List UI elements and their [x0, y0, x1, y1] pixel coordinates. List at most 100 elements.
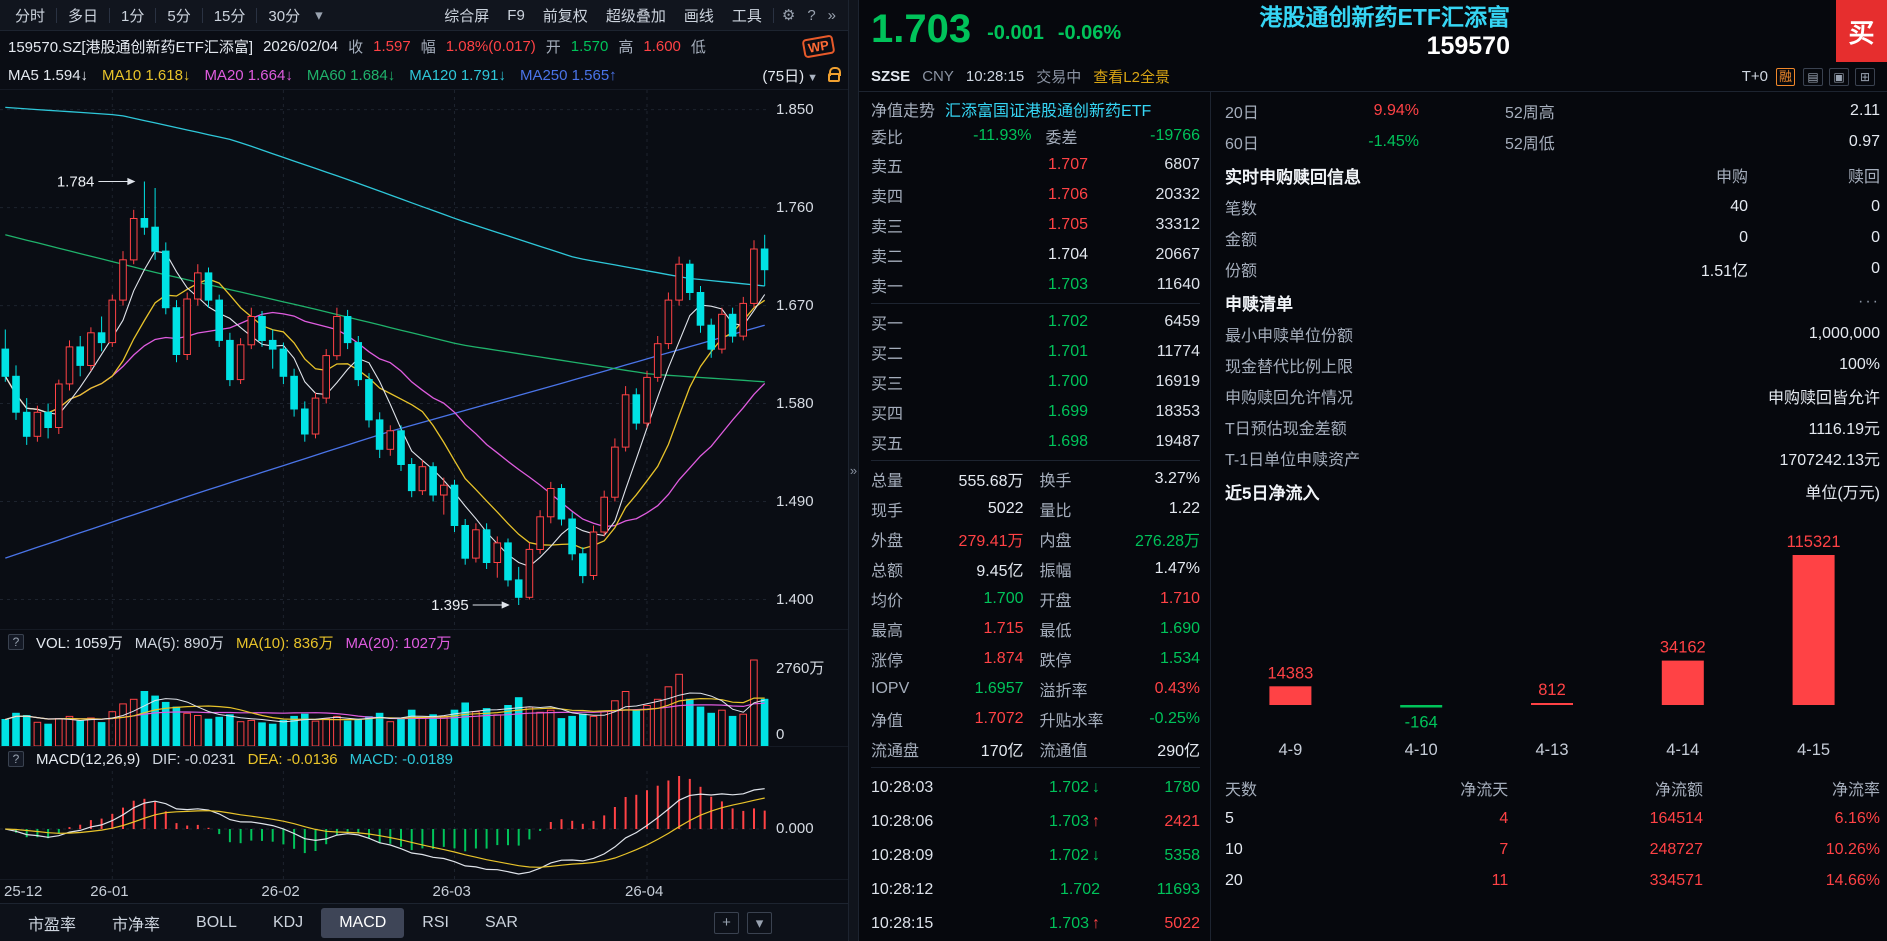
- toolbar-period-6[interactable]: 30分: [268, 7, 301, 25]
- info-segment: 1.597: [373, 37, 411, 55]
- wp-badge[interactable]: WP: [801, 33, 836, 59]
- table-cell-days: 10: [1225, 840, 1243, 858]
- redeem-value: 0: [1871, 259, 1880, 277]
- help-icon[interactable]: ?: [8, 634, 24, 650]
- redeem-value: 0: [1871, 197, 1880, 215]
- macd-chart[interactable]: [0, 771, 770, 879]
- tab-SAR[interactable]: SAR: [484, 913, 518, 931]
- toolbar-action-2[interactable]: F9: [507, 6, 525, 24]
- period-selector[interactable]: (75日) ▼: [762, 67, 818, 85]
- toolbar-period-1[interactable]: 分时: [15, 7, 46, 25]
- gear-icon[interactable]: ⚙: [781, 7, 796, 24]
- tab-市盈率[interactable]: 市盈率: [28, 916, 77, 934]
- toolbar-action-6[interactable]: 工具: [731, 7, 762, 25]
- toolbar-action-1[interactable]: 综合屏: [444, 7, 490, 25]
- bid-row[interactable]: 买二 1.701 11774: [871, 337, 1200, 367]
- tab-KDJ[interactable]: KDJ: [272, 913, 304, 931]
- tab-RSI[interactable]: RSI: [422, 913, 449, 931]
- stat-value: 276.28万: [1135, 533, 1200, 550]
- bid-size: 11774: [1156, 343, 1200, 360]
- info-segment: 1.08%(0.017): [445, 37, 536, 55]
- tab-市净率[interactable]: 市净率: [112, 916, 161, 934]
- last-price: 1.703: [871, 7, 972, 51]
- net-inflow-header: 近5日净流入 单位(万元): [1225, 475, 1880, 507]
- section-title: 申赎清单: [1225, 294, 1293, 314]
- more-button[interactable]: ···: [1858, 293, 1880, 310]
- table-cell-days: 20: [1225, 871, 1243, 889]
- stat-row: 涨停 1.874 跌停 1.534: [871, 644, 1200, 674]
- stat-label: 换手: [1039, 473, 1072, 490]
- toolbar-period-4[interactable]: 5分: [167, 7, 191, 25]
- lock-icon[interactable]: [828, 66, 841, 82]
- add-indicator-button[interactable]: +: [714, 911, 739, 934]
- tab-MACD[interactable]: MACD: [321, 907, 405, 938]
- ask-row[interactable]: 卖四 1.706 20332: [871, 180, 1200, 210]
- stat-row: 最高 1.715 最低 1.690: [871, 614, 1200, 644]
- instrument-name-block: 港股通创新药ETF汇添富 159570: [1260, 3, 1510, 61]
- ask-size: 6807: [1164, 156, 1200, 173]
- stat-label: 净值: [871, 713, 904, 730]
- bid-row[interactable]: 买四 1.699 18353: [871, 397, 1200, 427]
- stat-value: 170亿: [980, 743, 1024, 760]
- candlestick-chart-region: 1.784 1.395 1.850 1.760 1.670 1.580 1.490 1.40…: [0, 89, 848, 630]
- buy-button[interactable]: 买: [1836, 0, 1887, 62]
- creation-list-header: 申赎清单 ···: [1225, 286, 1880, 318]
- ask-row[interactable]: 卖一 1.703 11640: [871, 270, 1200, 300]
- ask-label: 卖三: [871, 219, 904, 236]
- instrument-code: 159570: [1426, 32, 1510, 60]
- ask-row[interactable]: 卖三 1.705 33312: [871, 210, 1200, 240]
- l2-view-link[interactable]: 查看L2全景: [1093, 69, 1170, 86]
- subscription-row: 金额 0 0: [1225, 222, 1880, 253]
- up-arrow-icon: ↑: [1092, 813, 1100, 830]
- volume-chart[interactable]: [0, 654, 770, 746]
- table-cell: 7: [1499, 840, 1509, 858]
- stat-value: 1.47%: [1154, 560, 1200, 577]
- bid-row[interactable]: 买一 1.702 6459: [871, 307, 1200, 337]
- table-cell: 164514: [1649, 809, 1703, 827]
- toolbar-action-4[interactable]: 超级叠加: [605, 7, 666, 25]
- more-icon[interactable]: »: [827, 6, 836, 24]
- help-icon[interactable]: ?: [807, 6, 816, 24]
- help-icon[interactable]: ?: [8, 751, 24, 767]
- separator: [109, 7, 111, 23]
- candlestick-chart[interactable]: 1.784 1.395: [0, 90, 770, 630]
- subscribe-column-label: 申购: [1715, 169, 1748, 186]
- grid-icon[interactable]: ⊞: [1855, 67, 1875, 86]
- bid-row[interactable]: 买三 1.700 16919: [871, 367, 1200, 397]
- info-segment: 1.570: [570, 37, 609, 55]
- price-change: -0.001 -0.06%: [987, 22, 1135, 45]
- ask-row[interactable]: 卖五 1.707 6807: [871, 150, 1200, 180]
- stat-label: 最高: [871, 623, 904, 640]
- bid-row[interactable]: 买五 1.698 19487: [871, 427, 1200, 457]
- list-value: 100%: [1839, 355, 1880, 373]
- toolbar-period-2[interactable]: 多日: [68, 7, 99, 25]
- toolbar-action-3[interactable]: 前复权: [542, 7, 588, 25]
- weibi-row: 委比 -11.93% 委差 -19766: [871, 123, 1200, 151]
- ask-row[interactable]: 卖二 1.704 20667: [871, 240, 1200, 270]
- info-segment: 收: [348, 38, 364, 56]
- toolbar-action-5[interactable]: 画线: [683, 7, 714, 25]
- svg-text:34162: 34162: [1660, 639, 1706, 657]
- stat-label: 跌停: [1039, 653, 1072, 670]
- bid-price: 1.699: [1047, 403, 1088, 420]
- stat-value: 5022: [987, 500, 1024, 517]
- change-percent: -0.06%: [1057, 22, 1122, 44]
- ask-label: 卖四: [871, 189, 904, 206]
- underlying-fund-link[interactable]: 汇添富国证港股通创新药ETF: [945, 102, 1152, 120]
- panel-icon[interactable]: ▣: [1829, 67, 1849, 86]
- toolbar-period-5[interactable]: 15分: [213, 7, 246, 25]
- tab-BOLL[interactable]: BOLL: [196, 913, 237, 931]
- ask-price: 1.705: [1047, 216, 1088, 233]
- list-icon[interactable]: ▤: [1803, 67, 1823, 86]
- list-label: 最小申赎单位份额: [1225, 327, 1354, 345]
- info-segment: 159570.SZ[港股通创新药ETF汇添富]: [8, 38, 254, 56]
- down-arrow-icon: ↓: [1092, 779, 1100, 796]
- tick-price-value: 1.703: [1048, 915, 1089, 932]
- svg-text:115321: 115321: [1787, 533, 1841, 551]
- collapse-indicator-button[interactable]: ▾: [747, 911, 772, 934]
- collapse-panel-handle[interactable]: »: [848, 0, 859, 941]
- toolbar-period-3[interactable]: 1分: [121, 7, 145, 25]
- list-row: T-1日单位申赎资产 1707242.13元: [1225, 442, 1880, 473]
- stat-value: 1.22: [1168, 500, 1200, 517]
- period-dropdown-icon[interactable]: ▾: [315, 7, 323, 24]
